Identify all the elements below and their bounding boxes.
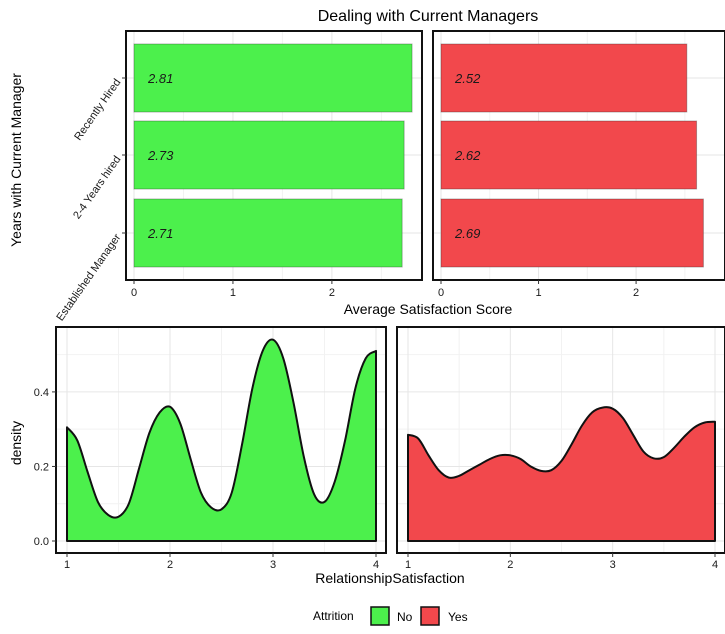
- bar-chart: Dealing with Current Managers Years with…: [8, 8, 725, 323]
- category-label: Established Manager: [54, 232, 123, 324]
- density-area: [67, 339, 376, 541]
- x-tick-label: 1: [535, 287, 541, 299]
- bar-value-label: 2.73: [147, 148, 174, 163]
- density-chart: density RelationshipSatisfaction 1 2 3 4 1 2 3…: [8, 326, 725, 586]
- x-tick-label: 0: [438, 287, 444, 299]
- bar: [440, 198, 704, 268]
- density-y-axis: 0.0 0.2 0.4: [34, 387, 56, 548]
- x-tick-label: 4: [712, 559, 718, 571]
- y-tick-label: 0.4: [34, 387, 49, 399]
- bar-facet-no: 2.81 2.73 2.71 0 1 2: [125, 30, 423, 299]
- chart-title: Dealing with Current Managers: [318, 8, 539, 25]
- category-axis: Recently Hired 2-4 Years hired Established…: [54, 77, 126, 324]
- legend-swatch-no: [370, 606, 390, 626]
- x-tick-label: 4: [373, 559, 379, 571]
- density-y-axis-title: density: [8, 421, 24, 465]
- panel-border: [55, 326, 387, 554]
- x-tick-label: 2: [167, 559, 173, 571]
- x-tick-label: 1: [405, 559, 411, 571]
- category-label: Recently Hired: [72, 77, 123, 143]
- bar: [133, 43, 413, 113]
- bar-value-label: 2.69: [454, 226, 480, 241]
- x-tick-label: 1: [64, 559, 70, 571]
- bar-value-label: 2.71: [147, 226, 173, 241]
- x-tick-label: 2: [507, 559, 513, 571]
- density-facets: 1 2 3 4 1 2 3 4: [55, 326, 725, 571]
- bar: [440, 43, 688, 113]
- density-outline: [407, 406, 716, 542]
- x-axis-title: Average Satisfaction Score: [344, 301, 513, 317]
- y-tick-label: 0.0: [34, 536, 49, 548]
- density-x-axis-title: RelationshipSatisfaction: [315, 570, 464, 586]
- bar: [133, 120, 405, 190]
- legend-label-yes: Yes: [448, 610, 468, 624]
- legend-label-no: No: [397, 610, 413, 624]
- category-label: 2-4 Years hired: [71, 154, 123, 222]
- panel-border: [432, 30, 725, 281]
- x-tick-label: 3: [610, 559, 616, 571]
- density-outline: [66, 338, 377, 542]
- x-tick-label: 1: [230, 287, 236, 299]
- y-tick-label: 0.2: [34, 461, 49, 473]
- bar-facet-yes: 2.52 2.62 2.69 0 1 2: [432, 30, 725, 299]
- density-facet-yes: 1 2 3 4: [396, 326, 725, 571]
- density-area: [408, 407, 715, 541]
- legend: Attrition No Yes: [313, 606, 468, 626]
- density-facet-no: 1 2 3 4: [55, 326, 387, 571]
- bar-value-label: 2.62: [454, 148, 481, 163]
- y-axis-title: Years with Current Manager: [8, 73, 24, 247]
- bar-value-label: 2.81: [147, 71, 173, 86]
- panel-border: [396, 326, 725, 554]
- x-tick-label: 2: [329, 287, 335, 299]
- bar: [133, 198, 403, 268]
- x-tick-label: 3: [270, 559, 276, 571]
- legend-swatch-yes: [420, 606, 440, 626]
- legend-title: Attrition: [313, 609, 354, 623]
- bar-value-label: 2.52: [454, 71, 481, 86]
- bar-facets: 2.81 2.73 2.71 0 1 2 2.52 2.62 2.69 0 1 2: [125, 30, 725, 299]
- x-tick-label: 0: [131, 287, 137, 299]
- bar: [440, 120, 698, 190]
- x-tick-label: 2: [633, 287, 639, 299]
